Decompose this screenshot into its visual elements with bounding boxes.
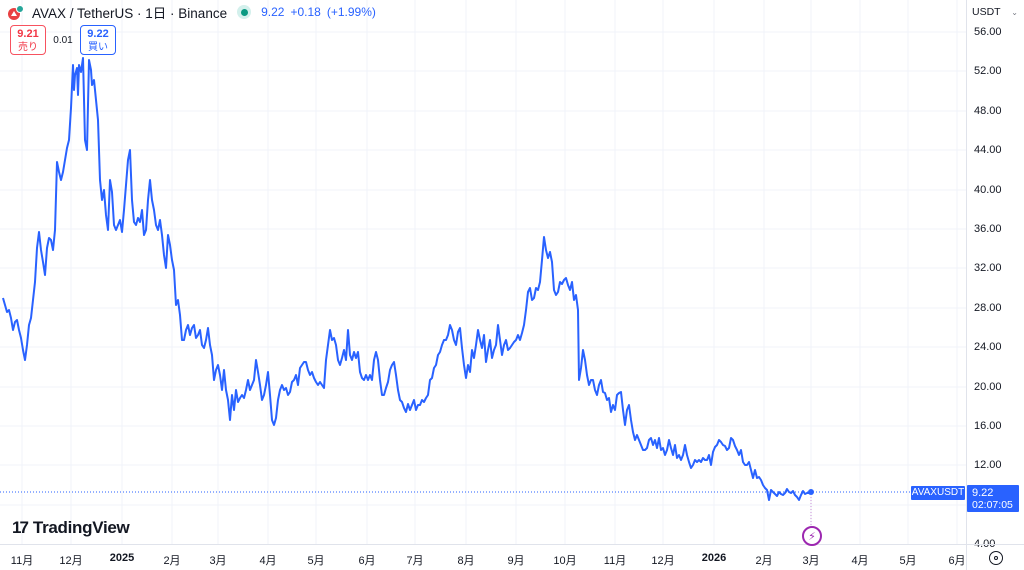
sell-price: 9.21 <box>17 28 39 40</box>
time-tick: 6月 <box>358 555 376 567</box>
price-tick: 20.00 <box>974 381 1002 393</box>
buy-price: 9.22 <box>87 28 109 40</box>
market-status-icon <box>237 5 252 19</box>
time-tick: 2月 <box>755 555 773 567</box>
price-tick: 28.00 <box>974 302 1002 314</box>
tradingview-logo-icon: 17 <box>12 518 29 537</box>
price-tick: 32.00 <box>974 262 1002 274</box>
chart-legend-header: AVAX / TetherUS · 1日 · Binance 9.22 +0.1… <box>8 3 376 21</box>
current-price-label: 9.22 02:07:05 <box>967 485 1019 512</box>
spread-value: 0.01 <box>53 34 73 46</box>
price-tick: 44.00 <box>974 144 1002 156</box>
time-tick: 10月 <box>553 555 577 567</box>
last-price-dot <box>808 489 814 495</box>
time-axis[interactable]: 11月 12月 2025 2月 3月 4月 5月 6月 7月 8月 9月 10月… <box>0 544 966 570</box>
tradingview-logo-text: TradingView <box>32 518 130 537</box>
current-price: 9.22 <box>972 487 994 499</box>
price-tick: 56.00 <box>974 26 1002 38</box>
sell-label: 売り <box>18 42 38 53</box>
time-tick: 5月 <box>307 555 325 567</box>
time-tick: 6月 <box>948 555 966 567</box>
price-info: 9.22 +0.18 (+1.99%) <box>261 5 376 19</box>
last-price: 9.22 <box>261 5 285 19</box>
time-tick: 11月 <box>603 555 627 567</box>
price-tick: 24.00 <box>974 341 1002 353</box>
price-axis[interactable]: 56.00 52.00 48.00 44.00 40.00 36.00 32.0… <box>966 0 1024 550</box>
bar-countdown: 02:07:05 <box>972 499 1013 511</box>
time-tick: 3月 <box>802 555 820 567</box>
currency-label: USDT <box>972 6 1001 18</box>
price-tick: 48.00 <box>974 105 1002 117</box>
time-tick: 2月 <box>163 555 181 567</box>
chart-plot-area[interactable] <box>0 0 966 544</box>
price-change-percent: (+1.99%) <box>326 5 376 19</box>
time-tick: 3月 <box>209 555 227 567</box>
tradingview-logo[interactable]: 17 TradingView <box>12 518 130 538</box>
time-tick: 5月 <box>899 555 917 567</box>
time-tick: 4月 <box>259 555 277 567</box>
time-tick: 7月 <box>406 555 424 567</box>
price-tick: 12.00 <box>974 459 1002 471</box>
price-line <box>2 57 812 501</box>
time-tick: 9月 <box>507 555 525 567</box>
currency-selector[interactable]: USDT ⌄ <box>968 2 1022 22</box>
price-tick: 40.00 <box>974 184 1002 196</box>
buy-label: 買い <box>88 42 108 53</box>
buy-button[interactable]: 9.22 買い <box>80 25 116 55</box>
symbol-price-label: AVAXUSDT <box>911 486 965 500</box>
time-tick: 8月 <box>457 555 475 567</box>
symbol-title[interactable]: AVAX / TetherUS · 1日 · Binance <box>32 6 228 21</box>
time-tick-year: 2026 <box>701 552 727 564</box>
chevron-down-icon: ⌄ <box>1011 7 1018 17</box>
price-tick: 36.00 <box>974 223 1002 235</box>
avax-coin-icon <box>8 4 26 20</box>
time-tick: 12月 <box>651 555 675 567</box>
time-tick: 12月 <box>59 555 83 567</box>
time-tick-year: 2025 <box>109 552 135 564</box>
grid-lines <box>0 0 966 544</box>
sell-button[interactable]: 9.21 売り <box>10 25 46 55</box>
event-flash-icon[interactable]: ⚡ <box>802 526 822 546</box>
price-change: +0.18 <box>290 5 321 19</box>
price-chart-svg <box>0 0 966 544</box>
price-tick: 52.00 <box>974 65 1002 77</box>
chart-settings-button[interactable] <box>966 544 1024 570</box>
time-tick: 11月 <box>10 555 34 567</box>
trade-buttons: 9.21 売り 0.01 9.22 買い <box>10 25 116 55</box>
time-tick: 4月 <box>851 555 869 567</box>
settings-gear-icon <box>988 550 1003 565</box>
price-tick: 16.00 <box>974 420 1002 432</box>
